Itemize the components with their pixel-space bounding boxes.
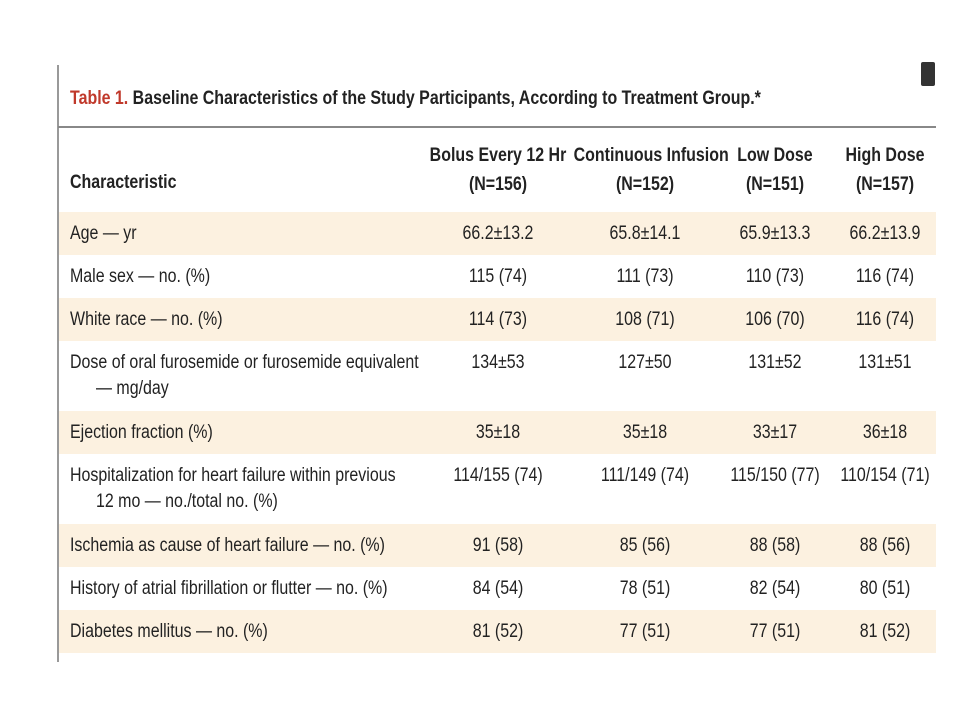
table-label: Table 1. <box>70 88 129 109</box>
cell: 106 (70) <box>745 309 805 330</box>
table-row <box>59 411 936 454</box>
cell: 77 (51) <box>749 621 801 642</box>
table-row <box>59 524 936 567</box>
table-row <box>59 610 936 653</box>
cell: 81 (52) <box>859 621 911 642</box>
table-row <box>59 298 936 341</box>
column-header: (N=156) <box>468 174 528 195</box>
row-label: Ejection fraction (%) <box>70 422 213 443</box>
cell: 84 (54) <box>472 578 524 599</box>
cell: 65.9±13.3 <box>739 223 811 244</box>
column-header: (N=151) <box>745 174 805 195</box>
cell: 111 (73) <box>616 266 674 287</box>
corner-tab <box>921 62 935 86</box>
table-frame <box>57 65 59 662</box>
cell: 114/155 (74) <box>453 465 543 486</box>
cell: 88 (56) <box>859 535 911 556</box>
cell: 33±17 <box>752 422 798 443</box>
cell: 80 (51) <box>859 578 911 599</box>
column-header: (N=157) <box>855 174 915 195</box>
row-label: Male sex — no. (%) <box>70 266 211 287</box>
column-header: Continuous Infusion <box>573 145 729 166</box>
row-label: Dose of oral furosemide or furosemide eq… <box>70 352 419 373</box>
title-rule <box>58 126 936 128</box>
table-title: Baseline Characteristics of the Study Pa… <box>132 88 761 109</box>
cell: 127±50 <box>618 352 672 373</box>
table-row <box>59 567 936 610</box>
column-header: High Dose <box>845 145 925 166</box>
table-row <box>59 341 936 411</box>
table-row <box>59 255 936 298</box>
row-label: 12 mo — no./total no. (%) <box>96 491 278 512</box>
row-label: Ischemia as cause of heart failure — no.… <box>70 535 385 556</box>
cell: 115/150 (77) <box>730 465 820 486</box>
row-label: — mg/day <box>96 378 169 399</box>
cell: 65.8±14.1 <box>609 223 681 244</box>
row-label: White race — no. (%) <box>70 309 223 330</box>
row-label: History of atrial fibrillation or flutte… <box>70 578 388 599</box>
table-row <box>59 212 936 255</box>
cell: 131±52 <box>748 352 802 373</box>
cell: 36±18 <box>862 422 908 443</box>
row-label: Hospitalization for heart failure within… <box>70 465 396 486</box>
cell: 110 (73) <box>745 266 805 287</box>
cell: 85 (56) <box>619 535 671 556</box>
column-header: (N=152) <box>615 174 675 195</box>
cell: 91 (58) <box>472 535 524 556</box>
cell: 116 (74) <box>855 266 915 287</box>
row-label: Diabetes mellitus — no. (%) <box>70 621 268 642</box>
cell: 82 (54) <box>749 578 801 599</box>
column-header: Low Dose <box>737 145 813 166</box>
cell: 78 (51) <box>619 578 671 599</box>
cell: 134±53 <box>471 352 525 373</box>
cell: 81 (52) <box>472 621 524 642</box>
column-header: Bolus Every 12 Hr <box>429 145 567 166</box>
cell: 66.2±13.2 <box>462 223 534 244</box>
cell: 131±51 <box>858 352 912 373</box>
table-title-row: Table 1. Baseline Characteristics of the… <box>70 86 761 112</box>
table-row <box>59 454 936 524</box>
cell: 77 (51) <box>619 621 671 642</box>
cell: 111/149 (74) <box>600 465 690 486</box>
cell: 88 (58) <box>749 535 801 556</box>
cell: 114 (73) <box>468 309 528 330</box>
cell: 115 (74) <box>468 266 528 287</box>
cell: 35±18 <box>622 422 668 443</box>
cell: 110/154 (71) <box>840 465 930 486</box>
cell: 35±18 <box>475 422 521 443</box>
cell: 116 (74) <box>855 309 915 330</box>
row-label: Age — yr <box>70 223 137 244</box>
cell: 108 (71) <box>615 309 675 330</box>
column-header: Characteristic <box>70 172 177 193</box>
cell: 66.2±13.9 <box>849 223 921 244</box>
